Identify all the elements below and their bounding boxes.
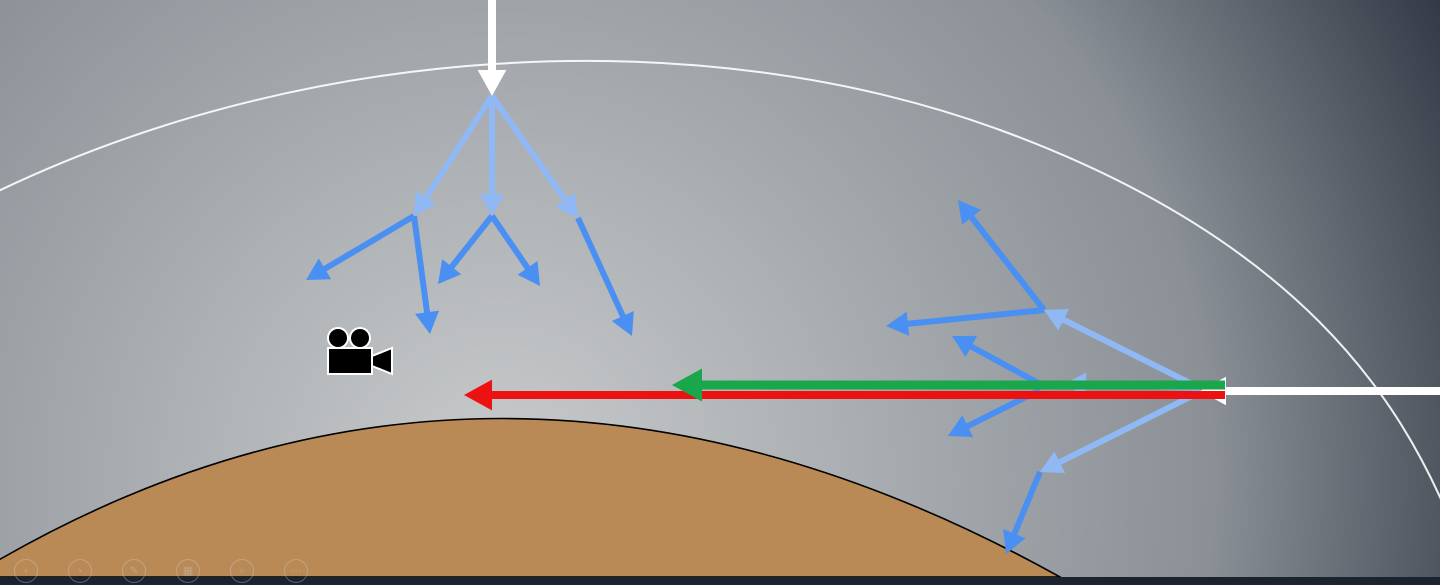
slides-grid-icon[interactable]: ▦ [176, 559, 200, 583]
zoom-icon[interactable]: ⌕ [230, 559, 254, 583]
previous-icon[interactable]: ‹ [14, 559, 38, 583]
presentation-toolbar: ‹ › ✎ ▦ ⌕ ⋯ [14, 559, 308, 585]
next-icon[interactable]: › [68, 559, 92, 583]
more-options-icon[interactable]: ⋯ [284, 559, 308, 583]
pen-icon[interactable]: ✎ [122, 559, 146, 583]
